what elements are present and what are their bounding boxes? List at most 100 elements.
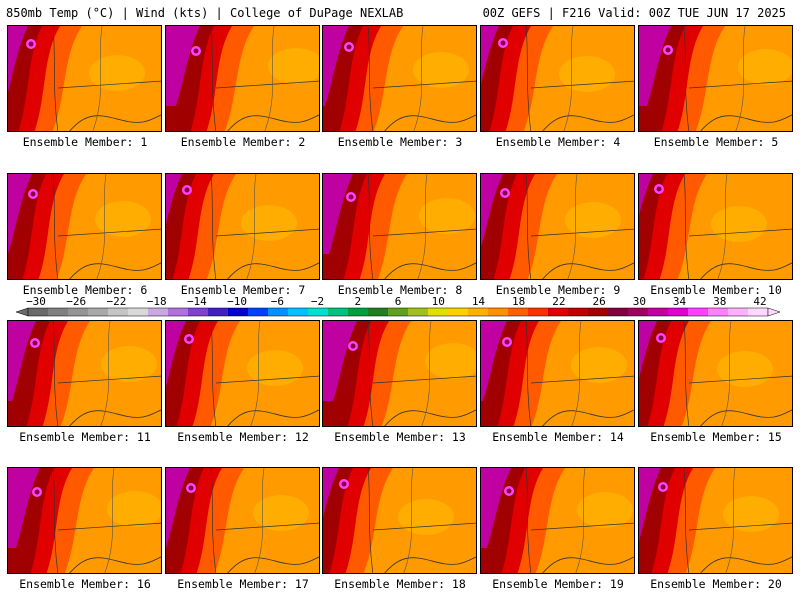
state-border — [57, 522, 161, 531]
colorbar-tick-label: −10 — [227, 295, 248, 308]
state-border — [372, 228, 476, 237]
colorbar-swatch — [468, 308, 489, 316]
temperature-map — [323, 321, 476, 426]
state-border — [52, 174, 59, 279]
colorbar-swatch — [68, 308, 89, 316]
colorbar-swatch — [548, 308, 569, 316]
state-border — [215, 228, 319, 237]
temperature-contour — [567, 174, 578, 279]
coastline — [542, 409, 634, 426]
temperature-contour — [104, 468, 115, 573]
model-valid-time: 00Z GEFS | F216 Valid: 00Z TUE JUN 17 20… — [482, 6, 786, 20]
ensemble-map-panel — [638, 25, 793, 132]
ensemble-member-label: Ensemble Member: 4 — [495, 135, 621, 149]
state-border — [683, 468, 690, 573]
ensemble-member-label: Ensemble Member: 1 — [22, 135, 148, 149]
temperature-map — [481, 174, 634, 279]
colorbar-swatch — [188, 308, 209, 316]
temperature-contour — [413, 26, 424, 131]
colorbar-swatch — [628, 308, 649, 316]
temperature-map — [639, 468, 792, 573]
temperature-colorbar: −30 −26 −22 −18 −14 −10 −6 −2 2 6 10 14 18 22 26 30 34 38… — [8, 295, 788, 320]
temperature-contour — [250, 321, 261, 426]
colorbar-swatch — [148, 308, 169, 316]
ensemble-map-panel — [322, 25, 477, 132]
colorbar-swatch — [88, 308, 109, 316]
ensemble-member-label: Ensemble Member: 19 — [492, 577, 624, 591]
ensemble-map-panel — [480, 173, 635, 280]
state-border — [210, 321, 217, 426]
temperature-contour — [403, 468, 414, 573]
state-border — [57, 375, 161, 384]
ensemble-map-panel — [638, 320, 793, 427]
temperature-map — [8, 174, 161, 279]
state-border — [688, 375, 792, 384]
state-border — [530, 228, 634, 237]
ensemble-map-panel — [165, 25, 320, 132]
colorbar-swatch — [568, 308, 589, 316]
colorbar-swatch — [208, 308, 229, 316]
coastline — [227, 556, 319, 573]
ensemble-member-label: Ensemble Member: 18 — [334, 577, 466, 591]
colorbar-swatch — [608, 308, 629, 316]
colorbar-swatch — [368, 308, 389, 316]
ensemble-member-label: Ensemble Member: 3 — [337, 135, 463, 149]
colorbar-tick-label: 10 — [431, 295, 445, 308]
temperature-map — [323, 174, 476, 279]
colorbar-swatch — [248, 308, 269, 316]
ensemble-member-label: Ensemble Member: 12 — [177, 430, 309, 444]
colorbar-tick-label: 6 — [394, 295, 402, 308]
ensemble-map-panel — [165, 467, 320, 574]
state-border — [52, 321, 59, 426]
ensemble-member-label: Ensemble Member: 7 — [180, 283, 306, 297]
colorbar-swatch — [288, 308, 309, 316]
temperature-map — [8, 321, 161, 426]
colorbar-swatch — [168, 308, 189, 316]
state-border — [530, 375, 634, 384]
temperature-contour — [571, 321, 582, 426]
coastline — [69, 409, 161, 426]
ensemble-map-panel — [480, 320, 635, 427]
temperature-contour — [92, 26, 103, 131]
colorbar-tick-label: −22 — [106, 295, 127, 308]
state-border — [530, 522, 634, 531]
colorbar-swatch — [488, 308, 509, 316]
colorbar-min-arrow — [15, 307, 29, 317]
state-border — [52, 468, 59, 573]
ensemble-map-panel — [480, 467, 635, 574]
state-border — [683, 26, 690, 131]
coastline — [700, 556, 792, 573]
colorbar-max-arrow — [767, 307, 781, 317]
ensemble-member-label: Ensemble Member: 20 — [650, 577, 782, 591]
colorbar-swatch — [588, 308, 609, 316]
colorbar-swatch — [708, 308, 729, 316]
colorbar-tick-label: −18 — [146, 295, 167, 308]
temperature-map — [639, 174, 792, 279]
state-border — [210, 468, 217, 573]
coastline — [227, 114, 319, 131]
state-border — [215, 80, 319, 89]
colorbar-graphic — [15, 307, 781, 317]
colorbar-tick-label: −2 — [310, 295, 325, 308]
temperature-map — [639, 26, 792, 131]
ensemble-map-panel — [7, 25, 162, 132]
state-border — [688, 80, 792, 89]
state-border — [57, 80, 161, 89]
colorbar-swatch — [308, 308, 329, 316]
temperature-contour — [735, 26, 746, 131]
temperature-contour — [717, 174, 728, 279]
ensemble-member-label: Ensemble Member: 16 — [19, 577, 151, 591]
state-border — [210, 26, 217, 131]
ensemble-member-label: Ensemble Member: 13 — [334, 430, 466, 444]
ensemble-member-label: Ensemble Member: 2 — [180, 135, 306, 149]
temperature-map — [166, 468, 319, 573]
coastline — [384, 409, 476, 426]
state-border — [367, 174, 374, 279]
temperature-contour — [421, 321, 432, 426]
ensemble-map-panel — [480, 25, 635, 132]
state-border — [367, 26, 374, 131]
colorbar-swatch — [28, 308, 49, 316]
ensemble-member-label: Ensemble Member: 11 — [19, 430, 151, 444]
coastline — [69, 262, 161, 279]
colorbar-swatch — [448, 308, 469, 316]
